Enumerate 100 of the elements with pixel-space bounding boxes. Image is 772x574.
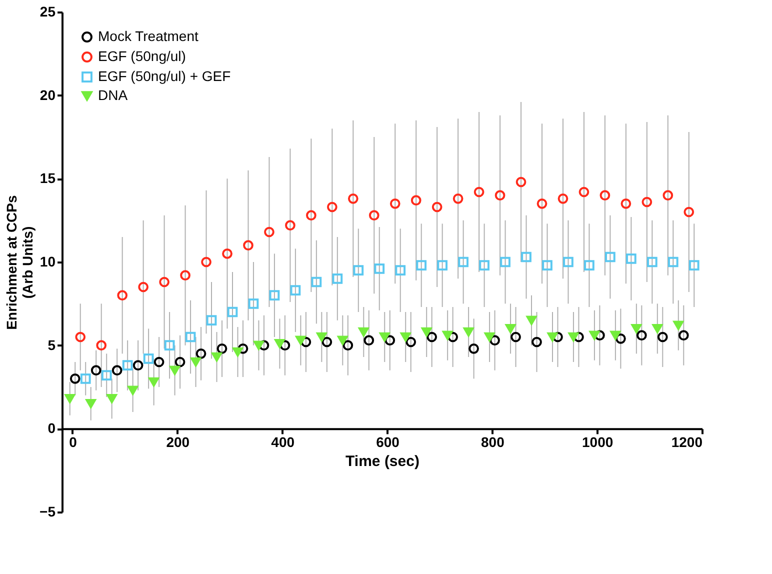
point [374, 263, 385, 274]
legend-label: DNA [98, 87, 128, 103]
point [75, 332, 86, 342]
point [174, 356, 186, 368]
point [678, 330, 689, 341]
point [212, 352, 222, 362]
point [300, 336, 312, 348]
point [201, 256, 212, 268]
point [484, 332, 495, 342]
point [390, 198, 400, 209]
point [148, 377, 159, 387]
point [190, 357, 201, 367]
point [227, 306, 238, 318]
point [620, 198, 632, 209]
point [510, 332, 521, 342]
point [526, 316, 537, 325]
point [290, 285, 301, 296]
point [578, 186, 590, 198]
y-tick-label: 0 [48, 420, 56, 436]
x-axis-title: Time (sec) [346, 453, 420, 470]
point [442, 330, 453, 340]
point [274, 339, 285, 348]
point [185, 332, 196, 342]
point [594, 330, 605, 341]
point [269, 290, 280, 301]
point [90, 365, 102, 376]
point [416, 260, 427, 271]
point [159, 276, 170, 288]
point [610, 330, 621, 340]
point [410, 195, 422, 206]
point [143, 353, 154, 364]
point [326, 202, 338, 212]
point [458, 256, 468, 268]
point [248, 298, 259, 309]
point [70, 373, 80, 384]
point [631, 324, 642, 334]
point [311, 276, 322, 288]
point [86, 399, 96, 408]
point [395, 265, 406, 276]
x-tick-label: 400 [271, 434, 295, 450]
point [348, 193, 358, 204]
point [684, 206, 694, 218]
point [688, 260, 700, 271]
point [196, 348, 206, 359]
point [558, 193, 568, 204]
point [122, 360, 133, 371]
x-tick-label: 200 [166, 434, 190, 450]
point [285, 220, 296, 231]
point [616, 333, 626, 344]
point [600, 190, 610, 201]
point [542, 260, 552, 271]
point [437, 260, 448, 271]
x-tick-label: 0 [69, 434, 78, 450]
point [574, 332, 584, 342]
point [337, 336, 348, 345]
point [421, 327, 432, 337]
point [358, 327, 369, 337]
legend-label: EGF (50ng/ul) + GEF [98, 68, 231, 84]
point [216, 343, 228, 354]
y-tick-label: −5 [40, 504, 56, 520]
point [164, 340, 175, 351]
point [448, 332, 458, 342]
point [368, 210, 380, 221]
point [254, 340, 264, 350]
y-tick-label: 20 [40, 86, 56, 103]
point [258, 340, 270, 351]
point [232, 347, 243, 357]
point [332, 273, 343, 284]
point [605, 252, 616, 262]
point [264, 226, 274, 238]
point [494, 190, 506, 201]
point [154, 356, 164, 368]
point [490, 335, 500, 346]
point [106, 394, 118, 404]
point [384, 335, 396, 346]
x-tick-label: 600 [376, 434, 400, 450]
point [646, 256, 658, 268]
y-tick-label: 15 [40, 170, 56, 186]
point [636, 330, 647, 341]
point [306, 210, 316, 221]
point [662, 190, 674, 201]
point [547, 332, 558, 342]
point [180, 270, 190, 281]
point [400, 332, 411, 342]
point [132, 360, 144, 371]
y-tick-label: 25 [40, 4, 56, 20]
y-axis-title: Enrichment at CCPs (Arb Units) [4, 194, 36, 330]
point [500, 256, 510, 268]
point [296, 336, 306, 345]
point [426, 332, 438, 342]
point [128, 386, 138, 395]
point [479, 260, 490, 271]
point [474, 186, 484, 198]
point [463, 327, 474, 337]
point [432, 202, 442, 212]
point [452, 193, 464, 204]
point [101, 370, 112, 381]
point [64, 394, 76, 404]
x-tick-label: 800 [480, 434, 505, 450]
point [353, 265, 364, 276]
